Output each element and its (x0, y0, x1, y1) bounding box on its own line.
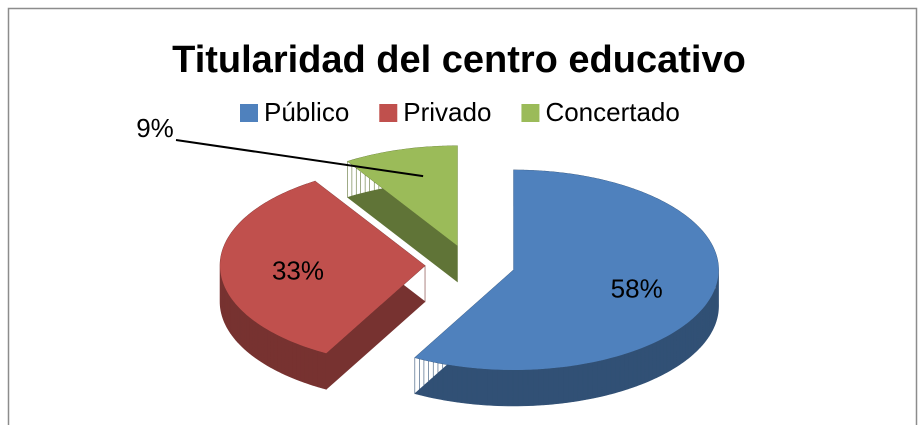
legend-swatch (379, 104, 398, 122)
legend-label: Privado (403, 97, 491, 127)
pie: 58% 33% 9% (136, 113, 719, 407)
legend: Público Privado Concertado (240, 97, 680, 127)
data-label: 58% (611, 273, 663, 303)
legend-swatch (521, 104, 540, 122)
slice (347, 145, 458, 246)
slice (220, 181, 426, 354)
chart-title: Titularidad del centro educativo (172, 39, 746, 81)
slice (414, 169, 719, 370)
legend-label: Concertado (545, 97, 679, 127)
data-label: 33% (272, 255, 324, 285)
data-label: 9% (136, 113, 174, 143)
legend-label: Público (264, 97, 349, 127)
legend-swatch (240, 104, 258, 122)
leader-line (175, 139, 424, 178)
